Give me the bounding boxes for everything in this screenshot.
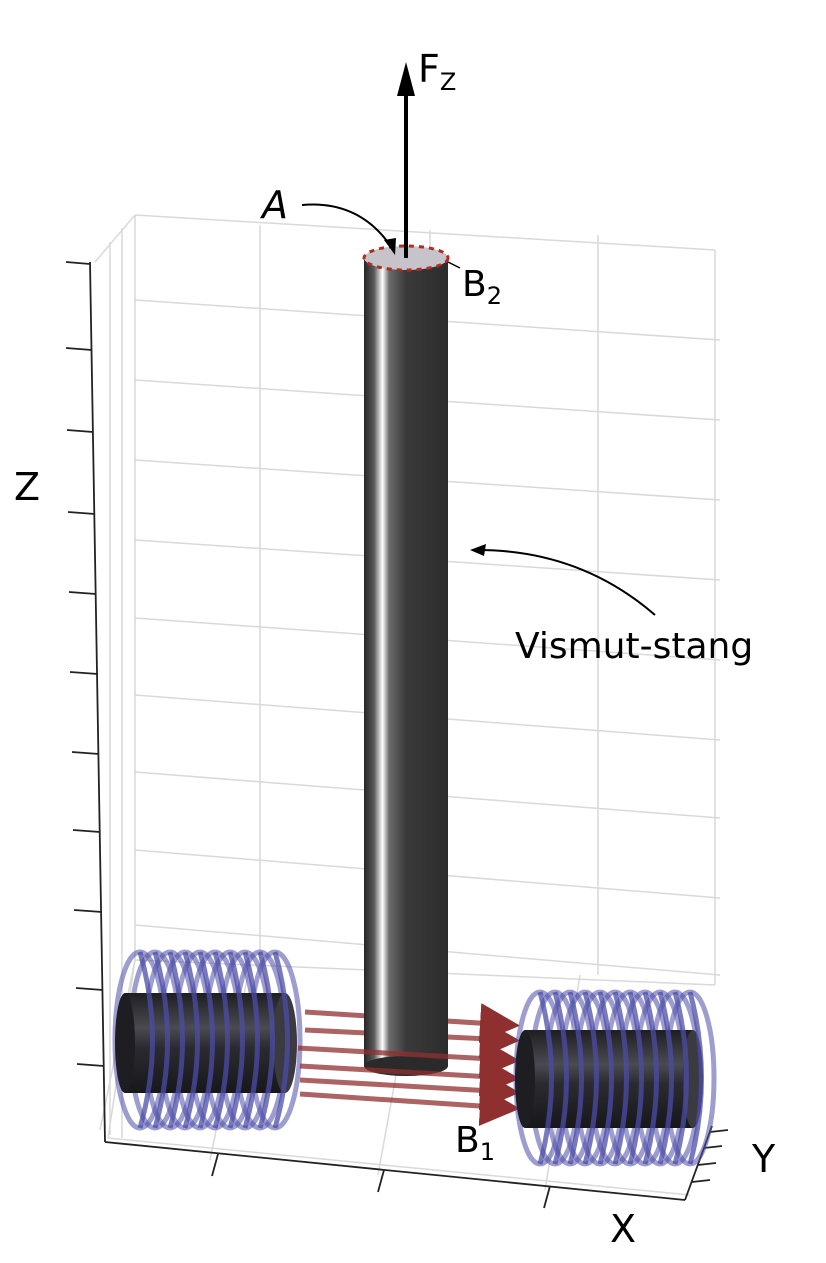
z-axis-label: Z [14, 465, 40, 509]
curved-arrow-icon [301, 203, 396, 255]
bismuth-rod [362, 244, 450, 1076]
area-label: A [259, 183, 288, 227]
y-axis-ticks [691, 1129, 729, 1183]
left-core-left-end [115, 993, 135, 1093]
right-coil-front [537, 991, 704, 1165]
rod-pointer-arrow-icon [470, 544, 656, 616]
force-label: FZ [418, 47, 456, 96]
left-magnet [112, 949, 303, 1131]
y-axis-label: Y [751, 1137, 776, 1181]
rod-body [364, 258, 448, 1066]
x-axis-label: X [610, 1207, 636, 1251]
x-axis-ticks [211, 1153, 551, 1209]
rod-label: Vismut-stang [515, 626, 753, 667]
field-arrows-front [297, 1038, 520, 1126]
left-coil-front [137, 951, 290, 1129]
field-bottom-label: B1 [455, 1120, 495, 1166]
arrow-up-icon [397, 62, 415, 258]
z-axis-line [89, 261, 106, 1143]
field-top-label: B2 [462, 264, 502, 310]
z-axis-ticks [65, 261, 105, 1067]
x-axis-line [104, 1141, 686, 1201]
b2-pointer-line [447, 261, 461, 269]
right-core-left-end [515, 1030, 535, 1128]
rod-top-rim [362, 244, 450, 272]
right-magnet [513, 989, 717, 1167]
